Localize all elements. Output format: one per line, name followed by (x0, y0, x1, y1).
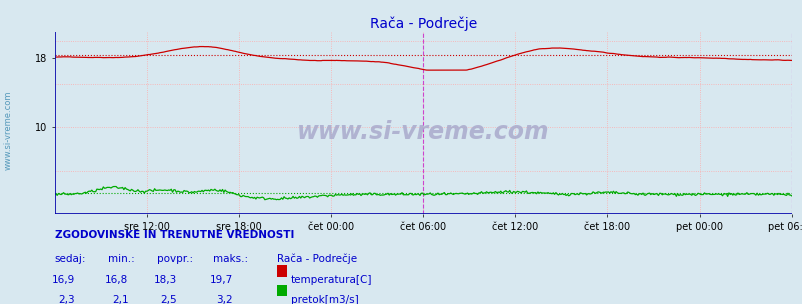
Text: min.:: min.: (108, 254, 135, 264)
Title: Rača - Podrečje: Rača - Podrečje (369, 16, 476, 31)
Text: temperatura[C]: temperatura[C] (290, 275, 371, 285)
Text: maks.:: maks.: (213, 254, 248, 264)
Text: 2,3: 2,3 (58, 295, 75, 304)
Text: 2,5: 2,5 (160, 295, 176, 304)
Text: 18,3: 18,3 (153, 275, 176, 285)
Text: povpr.:: povpr.: (156, 254, 192, 264)
Text: 16,8: 16,8 (105, 275, 128, 285)
Text: 19,7: 19,7 (209, 275, 233, 285)
Text: www.si-vreme.com: www.si-vreme.com (297, 120, 549, 144)
Text: www.si-vreme.com: www.si-vreme.com (3, 91, 13, 171)
Text: 2,1: 2,1 (111, 295, 128, 304)
Text: ZGODOVINSKE IN TRENUTNE VREDNOSTI: ZGODOVINSKE IN TRENUTNE VREDNOSTI (55, 230, 294, 240)
Text: Rača - Podrečje: Rača - Podrečje (277, 254, 357, 264)
Text: pretok[m3/s]: pretok[m3/s] (290, 295, 358, 304)
Text: 16,9: 16,9 (51, 275, 75, 285)
Text: 3,2: 3,2 (216, 295, 233, 304)
Text: sedaj:: sedaj: (55, 254, 86, 264)
